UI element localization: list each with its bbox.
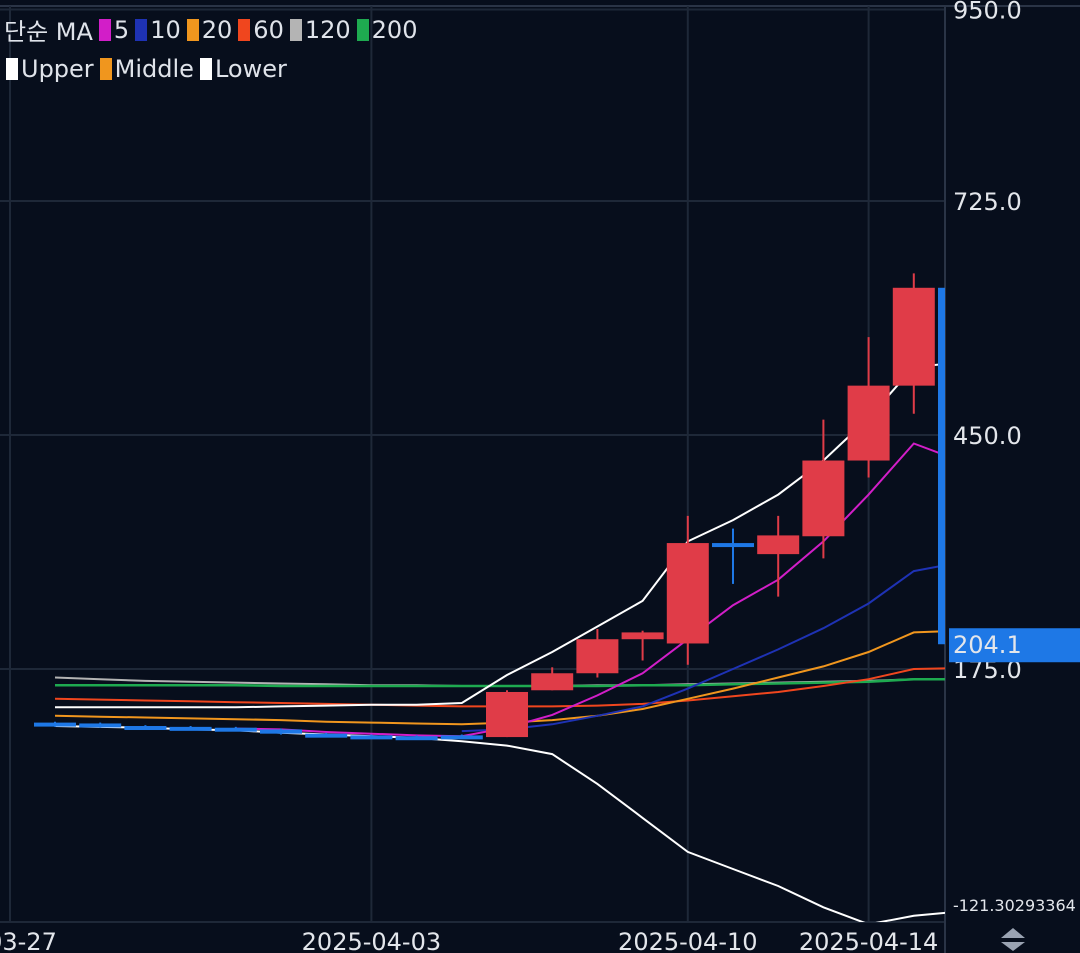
ma-legend-label: 60 xyxy=(253,15,284,44)
bollinger-legend-swatch xyxy=(99,58,112,80)
candle-body[interactable] xyxy=(260,729,302,734)
ma-legend: 단순 MA 5 10 20 60 120 200 xyxy=(4,12,417,47)
date-tick-label: 5-03-27 xyxy=(0,928,57,953)
bollinger-legend-label: Middle xyxy=(114,55,194,83)
axis-min-label: -121.30293364 xyxy=(953,896,1076,915)
ma10-line xyxy=(461,564,945,733)
last-price-label: 204.1 xyxy=(953,631,1022,659)
candle-body[interactable] xyxy=(712,543,754,548)
candle-body[interactable] xyxy=(847,385,890,461)
candle-body[interactable] xyxy=(169,726,212,731)
ma-legend-swatch xyxy=(238,18,251,41)
candle-body[interactable] xyxy=(666,543,709,644)
scale-up-arrow-icon[interactable] xyxy=(1001,928,1025,938)
ma-legend-swatch xyxy=(289,18,302,41)
ma-legend-swatch xyxy=(98,18,111,41)
candle-body[interactable] xyxy=(395,736,438,741)
candle-body[interactable] xyxy=(350,735,393,740)
last-price-tag xyxy=(949,628,1080,663)
candle-body[interactable] xyxy=(34,722,76,727)
ma-legend-swatch xyxy=(135,18,148,41)
scale-down-arrow-icon[interactable] xyxy=(1001,942,1025,951)
candle-body[interactable] xyxy=(576,639,619,674)
date-tick-label: 2025-04-10 xyxy=(618,928,757,953)
candle-body[interactable] xyxy=(79,723,122,728)
candle-body[interactable] xyxy=(757,535,800,555)
ma-legend-label: 10 xyxy=(150,15,181,44)
ma-legend-label: 5 xyxy=(113,15,130,44)
price-tick-label: 725.0 xyxy=(953,188,1022,216)
candle-body[interactable] xyxy=(305,733,348,738)
bollinger-legend: Upper Middle Lower xyxy=(0,55,287,83)
candle-body[interactable] xyxy=(938,287,980,645)
candle-body[interactable] xyxy=(802,460,845,537)
bollinger-legend-swatch xyxy=(199,58,212,80)
bollinger-lower-line xyxy=(54,725,945,922)
bollinger-legend-label: Lower xyxy=(214,55,287,83)
ma-legend-label: 120 xyxy=(304,15,351,44)
candle-body[interactable] xyxy=(486,691,528,738)
ma-legend-label: 20 xyxy=(201,15,233,44)
bollinger-legend-swatch xyxy=(6,58,18,80)
ma-legend-swatch xyxy=(186,18,199,41)
bollinger-legend-label: Upper xyxy=(21,55,94,83)
candle-body[interactable] xyxy=(214,727,257,732)
date-tick-label: 2025-04-03 xyxy=(302,928,441,953)
candle-body[interactable] xyxy=(124,726,167,731)
candle-body[interactable] xyxy=(440,735,483,740)
ma-legend-title: 단순 MA xyxy=(4,18,93,46)
date-tick-label: 2025-04-14 xyxy=(799,928,938,953)
ma-legend-label: 200 xyxy=(371,15,418,44)
ma5-line xyxy=(235,442,945,738)
price-tick-label: 450.0 xyxy=(953,422,1022,450)
candle-body[interactable] xyxy=(531,673,574,691)
ma-legend-swatch xyxy=(356,18,369,41)
price-tick-label: 950.0 xyxy=(953,0,1022,25)
candle-body[interactable] xyxy=(621,632,664,640)
ma200-line xyxy=(55,677,945,688)
candle-body[interactable] xyxy=(892,287,935,386)
